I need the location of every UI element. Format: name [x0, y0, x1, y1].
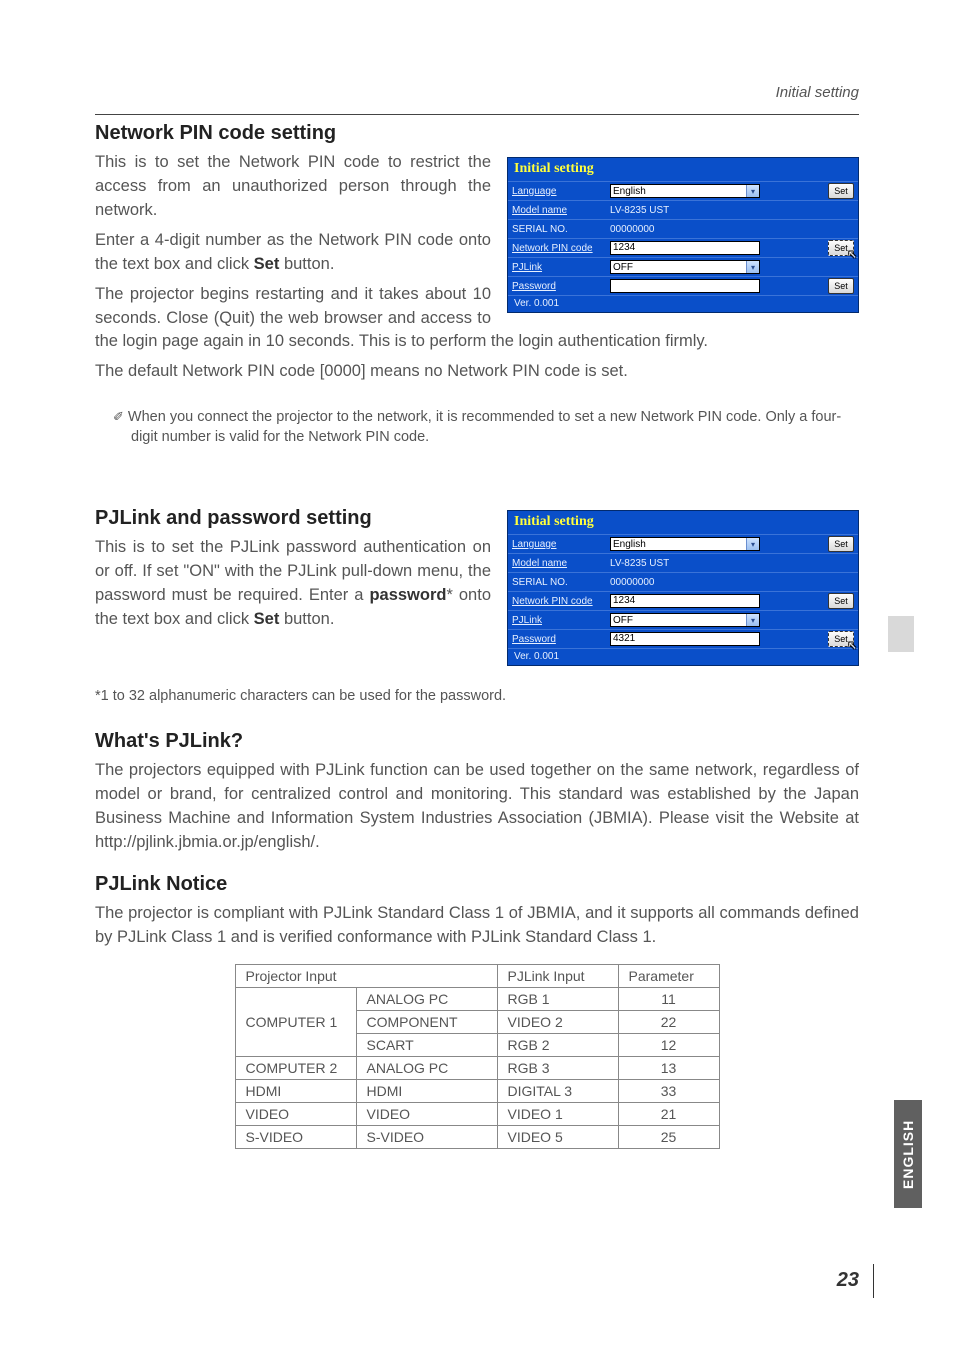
- panel1-language-label: Language: [512, 186, 606, 197]
- panel2-pin-input[interactable]: 1234: [610, 594, 760, 608]
- panel2-serial-label: SERIAL NO.: [512, 577, 606, 588]
- panel1-pjlink-select[interactable]: OFF▾: [610, 260, 760, 274]
- sec4-title: PJLink Notice: [95, 873, 859, 896]
- sec1-p3: The default Network PIN code [0000] mean…: [95, 360, 859, 384]
- panel2-password-input[interactable]: 4321: [610, 632, 760, 646]
- panel2-model-value: LV-8235 UST: [610, 558, 669, 569]
- panel1-row-pin: Network PIN code 1234 Set↖: [508, 238, 858, 257]
- panel2-pin-label: Network PIN code: [512, 596, 606, 607]
- panel2-language-set-button[interactable]: Set: [828, 536, 854, 552]
- chevron-down-icon: ▾: [746, 261, 759, 273]
- panel1-language-set-button[interactable]: Set: [828, 183, 854, 199]
- cursor-icon: ↖: [848, 639, 857, 652]
- chevron-down-icon: ▾: [746, 538, 759, 550]
- panel1-password-set-button[interactable]: Set: [828, 278, 854, 294]
- panel2-model-label: Model name: [512, 558, 606, 569]
- page-number: 23: [837, 1269, 859, 1292]
- panel1-model-label: Model name: [512, 205, 606, 216]
- sec2-footnote: *1 to 32 alphanumeric characters can be …: [95, 688, 859, 704]
- table-row: VIDEO VIDEO VIDEO 1 21: [235, 1102, 719, 1125]
- table-row: COMPUTER 1 ANALOG PC RGB 1 11: [235, 987, 719, 1010]
- panel1-row-serial: SERIAL NO. 00000000: [508, 219, 858, 238]
- panel1-serial-value: 00000000: [610, 224, 655, 235]
- page-number-rule: [873, 1264, 875, 1298]
- pjtable-h2: PJLink Input: [497, 964, 618, 987]
- table-row: S-VIDEO S-VIDEO VIDEO 5 25: [235, 1125, 719, 1148]
- panel1-row-model: Model name LV-8235 UST: [508, 200, 858, 219]
- header-section-label: Initial setting: [776, 84, 859, 101]
- panel1-pin-set-button[interactable]: Set↖: [828, 240, 854, 256]
- panel1-title: Initial setting: [508, 158, 858, 181]
- panel1-row-language: Language English▾ Set: [508, 181, 858, 200]
- panel1-pin-input[interactable]: 1234: [610, 241, 760, 255]
- chevron-down-icon: ▾: [746, 185, 759, 197]
- table-row: HDMI HDMI DIGITAL 3 33: [235, 1079, 719, 1102]
- panel1-serial-label: SERIAL NO.: [512, 224, 606, 235]
- panel2-pin-set-button[interactable]: Set: [828, 593, 854, 609]
- panel1-pin-label: Network PIN code: [512, 243, 606, 254]
- header-rule: [95, 114, 859, 115]
- panel1-model-value: LV-8235 UST: [610, 205, 669, 216]
- panel1-row-password: Password Set: [508, 276, 858, 295]
- panel2-password-label: Password: [512, 634, 606, 645]
- cursor-icon: ↖: [848, 248, 857, 261]
- panel2-password-set-button[interactable]: Set↖: [828, 631, 854, 647]
- panel1-language-select[interactable]: English▾: [610, 184, 760, 198]
- panel2-version: Ver. 0.001: [508, 648, 858, 665]
- language-side-tab: ENGLISH: [894, 1100, 922, 1208]
- pjlink-table: Projector Input PJLink Input Parameter C…: [235, 964, 720, 1149]
- manual-page: Initial setting Network PIN code setting…: [0, 0, 954, 1350]
- pjtable-h1: Projector Input: [235, 964, 497, 987]
- panel1-pjlink-label: PJLink: [512, 262, 606, 273]
- panel1-version: Ver. 0.001: [508, 295, 858, 312]
- sec3-p: The projectors equipped with PJLink func…: [95, 759, 859, 855]
- panel2-language-select[interactable]: English▾: [610, 537, 760, 551]
- initial-setting-panel-1: Initial setting Language English▾ Set Mo…: [507, 157, 859, 313]
- panel1-password-label: Password: [512, 281, 606, 292]
- sec4-p: The projector is compliant with PJLink S…: [95, 902, 859, 950]
- panel2-title: Initial setting: [508, 511, 858, 534]
- sec3-title: What's PJLink?: [95, 730, 859, 753]
- initial-setting-panel-2: Initial setting Language English▾ Set Mo…: [507, 510, 859, 666]
- panel2-language-label: Language: [512, 539, 606, 550]
- right-gray-thumb: [888, 616, 914, 652]
- sec1-note: ✐ When you connect the projector to the …: [95, 408, 859, 447]
- table-row: COMPUTER 2 ANALOG PC RGB 3 13: [235, 1056, 719, 1079]
- panel1-row-pjlink: PJLink OFF▾: [508, 257, 858, 276]
- panel2-serial-value: 00000000: [610, 577, 655, 588]
- panel2-pjlink-label: PJLink: [512, 615, 606, 626]
- sec1-title: Network PIN code setting: [95, 122, 859, 145]
- panel1-password-input[interactable]: [610, 279, 760, 293]
- chevron-down-icon: ▾: [746, 614, 759, 626]
- panel2-pjlink-select[interactable]: OFF▾: [610, 613, 760, 627]
- pjtable-h3: Parameter: [618, 964, 719, 987]
